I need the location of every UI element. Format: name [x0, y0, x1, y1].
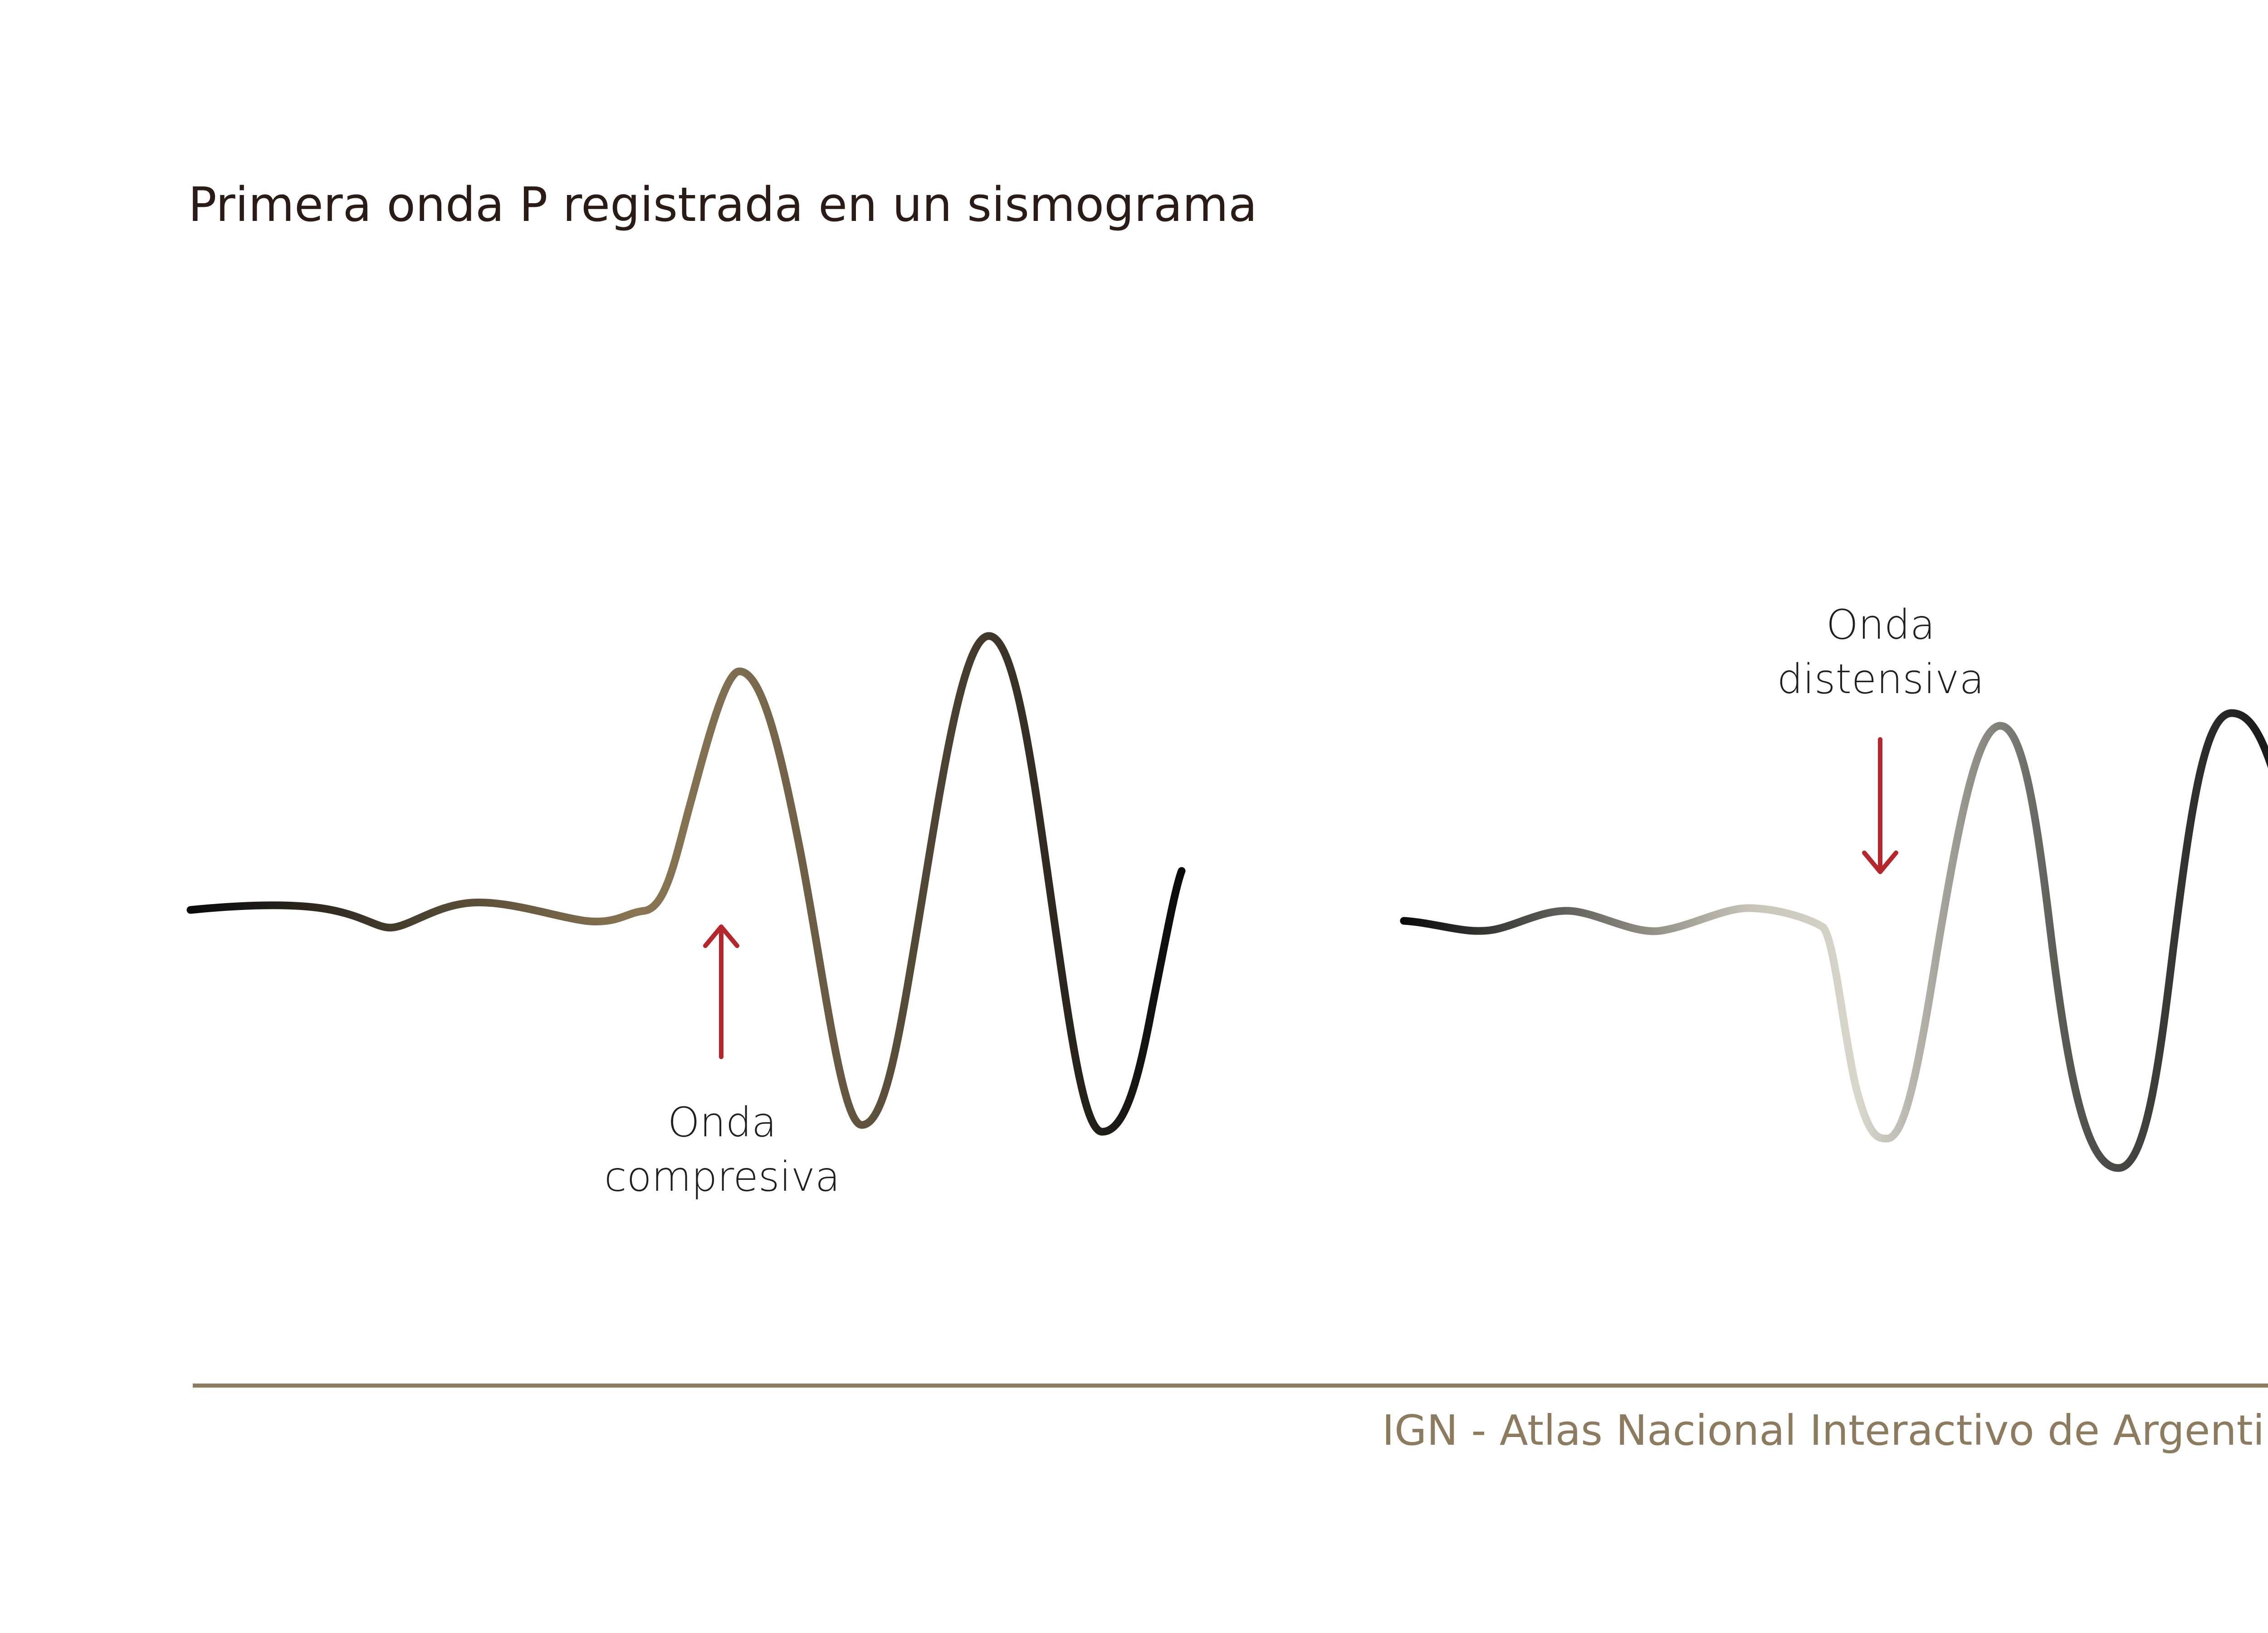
- label-distensiva-line1: Onda: [1826, 601, 1936, 649]
- label-distensiva-line2: distensiva: [1777, 655, 1984, 703]
- footer-divider: [193, 1384, 2268, 1388]
- label-compresiva-line1: Onda: [667, 1099, 777, 1146]
- seismogram-trace-compresiva: [186, 632, 1186, 1136]
- label-compresiva-line2: compresiva: [604, 1153, 841, 1201]
- arrow-down-icon: [1862, 737, 1898, 874]
- arrow-up-icon: [703, 924, 739, 1059]
- page-title: Primera onda P registrada en un sismogra…: [188, 177, 1257, 232]
- label-onda-distensiva: Onda distensiva: [1777, 598, 1984, 707]
- label-onda-compresiva: Onda compresiva: [604, 1095, 840, 1204]
- footer-credit: IGN - Atlas Nacional Interactivo de Arge…: [1382, 1406, 2268, 1455]
- seismogram-trace-distensiva: [1400, 709, 2268, 1172]
